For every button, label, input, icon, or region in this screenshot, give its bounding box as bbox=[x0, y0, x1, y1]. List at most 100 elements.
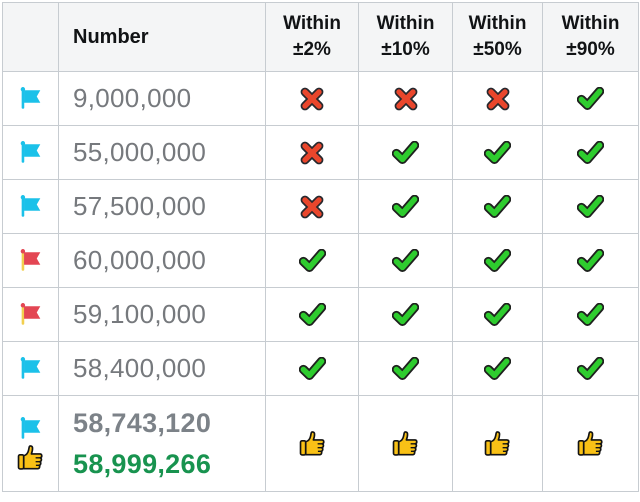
best-guess-number: 58,743,120 bbox=[73, 407, 212, 438]
flag-icon bbox=[16, 356, 45, 381]
mark-cell bbox=[358, 179, 453, 234]
header-within-90pct: Within ±90% bbox=[542, 2, 639, 72]
header-line1: Within bbox=[468, 13, 527, 34]
header-within-2pct: Within ±2% bbox=[265, 2, 359, 72]
table-row: 57,500,000 bbox=[2, 179, 639, 234]
result-row: 58,743,120 58,999,266 bbox=[2, 395, 639, 492]
header-number-label: Number bbox=[73, 26, 149, 48]
cross-icon bbox=[486, 87, 510, 111]
check-icon bbox=[484, 249, 511, 272]
mark-cell bbox=[452, 125, 543, 180]
flag-icon bbox=[16, 248, 45, 273]
header-line1: Within bbox=[283, 13, 341, 34]
flag-icon bbox=[16, 194, 45, 219]
check-icon bbox=[577, 87, 604, 110]
flag-cell bbox=[2, 233, 59, 288]
number-cell: 9,000,000 bbox=[58, 71, 266, 126]
cross-icon bbox=[394, 87, 418, 111]
check-icon bbox=[392, 195, 419, 218]
number-guess-results-table: Number Within ±2% Within ±10% Within ±50… bbox=[2, 2, 639, 492]
table-row: 58,400,000 bbox=[2, 341, 639, 396]
header-within-50pct: Within ±50% bbox=[452, 2, 543, 72]
check-icon bbox=[392, 249, 419, 272]
check-icon bbox=[392, 141, 419, 164]
mark-cell bbox=[452, 233, 543, 288]
mark-cell bbox=[542, 287, 639, 342]
result-flag-cell bbox=[2, 395, 59, 492]
check-icon bbox=[392, 303, 419, 326]
header-line2: ±50% bbox=[473, 39, 522, 60]
table-row: 55,000,000 bbox=[2, 125, 639, 180]
check-icon bbox=[577, 357, 604, 380]
thumbs-up-icon bbox=[297, 429, 328, 458]
result-mark-cell bbox=[542, 395, 639, 492]
header-line2: ±90% bbox=[566, 39, 615, 60]
mark-cell bbox=[542, 179, 639, 234]
mark-cell bbox=[265, 179, 359, 234]
number-cell: 55,000,000 bbox=[58, 125, 266, 180]
flag-cell bbox=[2, 341, 59, 396]
thumbs-up-icon bbox=[15, 443, 46, 472]
actual-number: 58,999,266 bbox=[73, 448, 212, 479]
flag-cell bbox=[2, 179, 59, 234]
thumbs-up-icon bbox=[575, 429, 606, 458]
mark-cell bbox=[265, 125, 359, 180]
flag-icon bbox=[16, 416, 45, 441]
cross-icon bbox=[300, 87, 324, 111]
mark-cell bbox=[358, 71, 453, 126]
check-icon bbox=[298, 303, 326, 326]
flag-cell bbox=[2, 125, 59, 180]
table-row: 60,000,000 bbox=[2, 233, 639, 288]
mark-cell bbox=[265, 341, 359, 396]
number-cell: 60,000,000 bbox=[58, 233, 266, 288]
mark-cell bbox=[452, 71, 543, 126]
thumbs-up-icon bbox=[390, 429, 421, 458]
check-icon bbox=[577, 249, 604, 272]
check-icon bbox=[392, 357, 419, 380]
mark-cell bbox=[452, 287, 543, 342]
check-icon bbox=[298, 357, 326, 380]
result-mark-cell bbox=[265, 395, 359, 492]
check-icon bbox=[577, 141, 604, 164]
check-icon bbox=[484, 141, 511, 164]
mark-cell bbox=[452, 341, 543, 396]
flag-cell bbox=[2, 71, 59, 126]
check-icon bbox=[484, 357, 511, 380]
check-icon bbox=[484, 303, 511, 326]
flag-icon bbox=[16, 302, 45, 327]
thumbs-up-icon bbox=[482, 429, 513, 458]
check-icon bbox=[298, 249, 326, 272]
result-mark-cell bbox=[452, 395, 543, 492]
mark-cell bbox=[358, 233, 453, 288]
header-line2: ±10% bbox=[381, 39, 430, 60]
mark-cell bbox=[358, 341, 453, 396]
check-icon bbox=[577, 303, 604, 326]
mark-cell bbox=[542, 71, 639, 126]
check-icon bbox=[484, 195, 511, 218]
header-row: Number Within ±2% Within ±10% Within ±50… bbox=[2, 2, 639, 72]
flag-icon bbox=[16, 140, 45, 165]
header-flag-column bbox=[2, 2, 59, 72]
mark-cell bbox=[542, 233, 639, 288]
mark-cell bbox=[358, 287, 453, 342]
table-row: 9,000,000 bbox=[2, 71, 639, 126]
flag-cell bbox=[2, 287, 59, 342]
header-line2: ±2% bbox=[293, 39, 331, 60]
header-number: Number bbox=[58, 2, 266, 72]
mark-cell bbox=[358, 125, 453, 180]
header-within-10pct: Within ±10% bbox=[358, 2, 453, 72]
result-mark-cell bbox=[358, 395, 453, 492]
cross-icon bbox=[300, 195, 324, 219]
number-cell: 58,400,000 bbox=[58, 341, 266, 396]
cross-icon bbox=[300, 141, 324, 165]
result-numbers-cell: 58,743,120 58,999,266 bbox=[58, 395, 266, 492]
mark-cell bbox=[452, 179, 543, 234]
mark-cell bbox=[265, 233, 359, 288]
number-cell: 59,100,000 bbox=[58, 287, 266, 342]
flag-icon bbox=[16, 86, 45, 111]
mark-cell bbox=[265, 287, 359, 342]
header-line1: Within bbox=[561, 13, 620, 34]
number-cell: 57,500,000 bbox=[58, 179, 266, 234]
header-line1: Within bbox=[376, 13, 435, 34]
mark-cell bbox=[265, 71, 359, 126]
